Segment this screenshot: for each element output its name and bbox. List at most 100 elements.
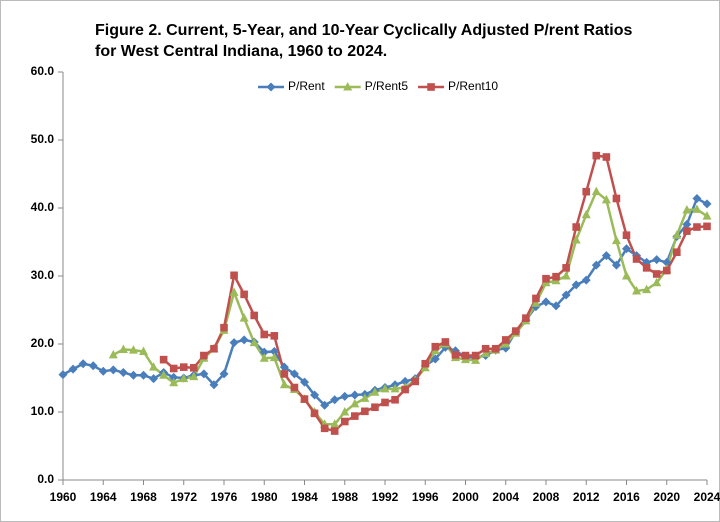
- x-tick-label: 1996: [412, 490, 439, 504]
- data-point: [139, 346, 148, 355]
- data-point: [390, 383, 400, 393]
- data-point: [340, 391, 350, 401]
- data-point: [622, 271, 631, 280]
- data-point: [431, 342, 440, 351]
- data-point: [190, 364, 198, 372]
- data-point: [601, 194, 611, 204]
- data-point: [531, 298, 541, 307]
- data-point: [582, 187, 591, 196]
- data-point: [209, 380, 219, 390]
- data-point: [682, 205, 692, 214]
- data-point: [169, 364, 178, 373]
- x-tick-label: 1980: [251, 490, 278, 504]
- data-point: [320, 424, 329, 433]
- data-point: [592, 151, 601, 160]
- data-point: [591, 186, 601, 196]
- data-point: [128, 370, 138, 380]
- legend-marker: [427, 83, 435, 91]
- data-point: [118, 344, 128, 353]
- data-point: [229, 338, 239, 348]
- y-tick-label: 0.0: [37, 472, 54, 486]
- data-point: [522, 314, 530, 322]
- data-point: [371, 403, 379, 412]
- data-point: [391, 395, 399, 404]
- data-point: [300, 395, 309, 403]
- data-point: [682, 219, 692, 229]
- data-point: [270, 332, 279, 340]
- data-point: [541, 297, 551, 307]
- data-point: [673, 248, 681, 256]
- data-point: [652, 255, 662, 265]
- legend-label: P/Rent: [288, 79, 325, 93]
- data-point: [98, 366, 108, 376]
- data-point: [491, 344, 500, 353]
- data-point: [501, 336, 510, 344]
- data-point: [118, 368, 128, 378]
- legend-marker: [266, 82, 276, 92]
- data-point: [622, 244, 631, 254]
- x-tick-label: 1992: [372, 490, 399, 504]
- data-point: [210, 344, 218, 353]
- data-point: [269, 352, 279, 362]
- data-point: [149, 362, 159, 371]
- data-point: [320, 400, 330, 410]
- data-point: [159, 355, 168, 364]
- y-tick-label: 50.0: [31, 132, 55, 146]
- data-point: [330, 395, 340, 405]
- data-point: [702, 211, 712, 220]
- x-tick-label: 2020: [653, 490, 680, 504]
- data-point: [310, 409, 319, 418]
- data-point: [229, 287, 239, 296]
- y-tick-label: 20.0: [31, 336, 55, 350]
- x-tick-label: 1976: [211, 490, 238, 504]
- data-point: [542, 274, 550, 283]
- legend-marker: [343, 82, 353, 91]
- data-point: [330, 419, 340, 428]
- data-point: [330, 427, 339, 435]
- x-tick-label: 1968: [130, 490, 157, 504]
- data-point: [199, 369, 209, 379]
- data-point: [381, 398, 389, 407]
- data-point: [240, 290, 248, 299]
- data-point: [652, 277, 662, 287]
- data-point: [401, 385, 409, 394]
- data-point: [662, 257, 672, 267]
- x-tick-label: 2008: [533, 490, 560, 504]
- data-point: [622, 231, 631, 239]
- x-tick-label: 1964: [90, 490, 117, 504]
- data-point: [149, 374, 159, 384]
- data-point: [642, 264, 651, 272]
- data-point: [461, 351, 470, 360]
- x-tick-label: 2016: [613, 490, 640, 504]
- data-point: [532, 294, 540, 303]
- data-point: [360, 393, 370, 402]
- x-tick-label: 2004: [492, 490, 519, 504]
- data-point: [259, 353, 269, 362]
- data-point: [280, 370, 289, 378]
- data-point: [169, 377, 179, 387]
- x-tick-label: 1984: [291, 490, 318, 504]
- x-tick-label: 2012: [573, 490, 600, 504]
- data-point: [471, 351, 480, 360]
- data-point: [169, 372, 179, 382]
- chart-title: Figure 2. Current, 5-Year, and 10-Year C…: [95, 22, 632, 39]
- data-point: [189, 371, 199, 381]
- data-point: [612, 194, 621, 203]
- data-point: [269, 346, 279, 356]
- data-point: [350, 398, 360, 408]
- data-point: [692, 204, 702, 213]
- data-point: [581, 275, 591, 285]
- data-point: [551, 301, 561, 311]
- data-point: [571, 280, 581, 290]
- data-point: [703, 222, 711, 231]
- data-point: [370, 387, 380, 396]
- data-point: [351, 412, 359, 420]
- data-point: [219, 369, 229, 379]
- legend-label: P/Rent5: [365, 79, 409, 93]
- data-point: [68, 364, 78, 374]
- data-point: [300, 377, 309, 387]
- x-tick-label: 2000: [452, 490, 479, 504]
- data-point: [421, 359, 430, 368]
- data-point: [259, 347, 269, 357]
- data-point: [693, 223, 701, 231]
